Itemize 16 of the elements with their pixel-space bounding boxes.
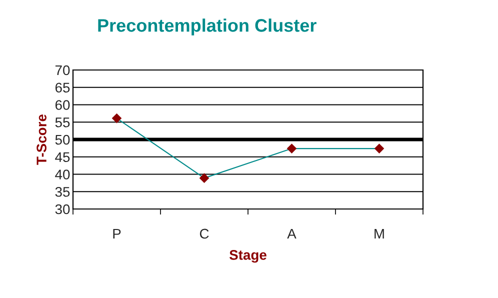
y-tick-label: 30: [55, 204, 70, 214]
y-tick-label: 40: [55, 170, 70, 180]
y-axis-title: T-Score: [36, 114, 46, 165]
y-tick-label: 50: [55, 134, 70, 145]
y-tick-label: 60: [55, 100, 70, 110]
y-tick-label: 65: [55, 82, 70, 93]
x-tick-label: C: [200, 228, 209, 239]
x-tick-label: P: [113, 228, 121, 239]
y-tick-label: 35: [55, 186, 70, 197]
y-tick-label: 45: [55, 152, 70, 162]
chart-title: Precontemplation Cluster: [98, 18, 316, 36]
x-tick-label: M: [374, 228, 384, 239]
y-tick-label: 70: [55, 65, 70, 76]
x-tick-label: A: [287, 228, 296, 239]
x-axis-title: Stage: [229, 250, 266, 263]
y-tick-label: 55: [55, 118, 70, 128]
